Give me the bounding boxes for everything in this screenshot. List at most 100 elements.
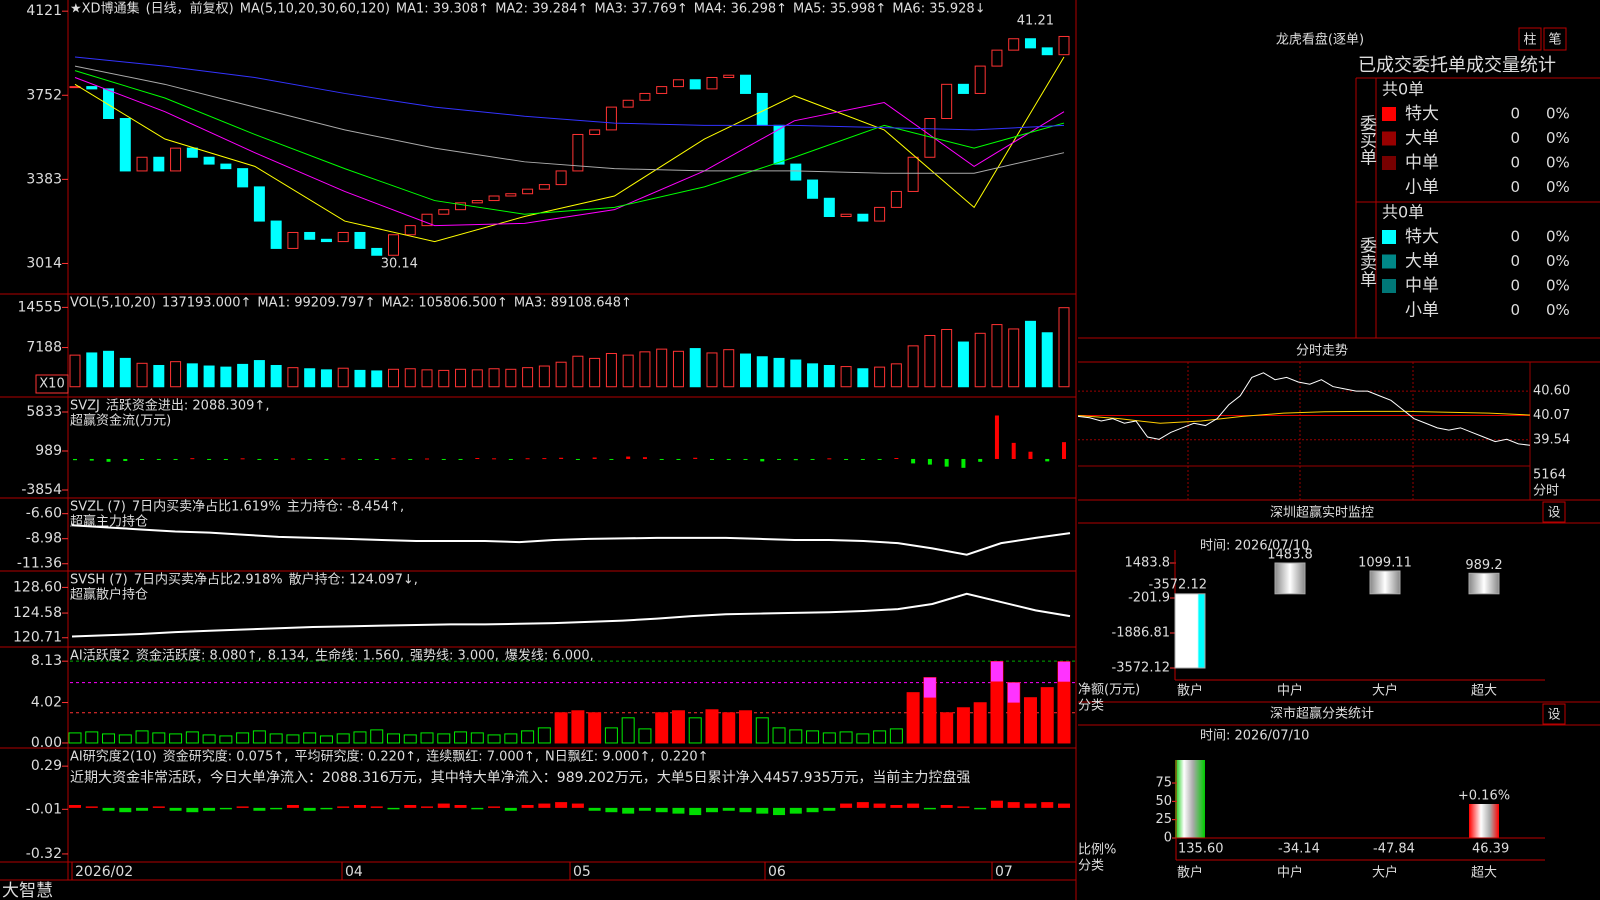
candle	[639, 92, 651, 101]
activity-bar	[688, 717, 702, 744]
button-frame[interactable]	[1543, 27, 1567, 51]
header-text: 连续飘红: 7.000↑,	[426, 749, 539, 765]
volume-bar	[337, 367, 349, 388]
unit-frame	[35, 374, 69, 394]
flow-bar	[458, 458, 463, 460]
candle	[740, 74, 752, 94]
volume-bar	[890, 363, 902, 388]
candle	[170, 147, 182, 172]
category-label: 中户	[1277, 683, 1303, 699]
flow-bar	[274, 458, 279, 460]
y-tick-label: -3854	[21, 482, 62, 498]
header-text: SVZL (7)	[70, 500, 126, 515]
ma-line	[74, 56, 1065, 243]
button[interactable]: 设	[1547, 506, 1560, 521]
research-bar	[957, 806, 970, 808]
header-text: 平均研究度: 0.220↑,	[294, 749, 420, 765]
order-label: 中单	[1405, 153, 1439, 173]
flow-bar	[1011, 442, 1016, 459]
order-pct: 0%	[1546, 252, 1570, 270]
y-tick-label: -8.98	[26, 531, 62, 547]
header-text: AI研究度2(10)	[70, 749, 157, 765]
y-tick-label: 14555	[17, 299, 62, 315]
research-bar	[236, 806, 249, 808]
order-count: 0	[1510, 105, 1520, 123]
volume-bar	[857, 368, 869, 388]
volume-bar	[924, 334, 936, 388]
y-tick-label: 50	[1155, 794, 1172, 809]
header-text: MA3: 37.769↑	[594, 2, 687, 17]
volume-bar	[203, 365, 215, 388]
volume-bar	[304, 368, 316, 388]
header-text: 生命线: 1.560,	[315, 648, 404, 664]
header-text: N日飘红: 9.000↑,	[545, 749, 654, 765]
order-count: 0	[1510, 129, 1520, 147]
bar-value: -47.84	[1373, 842, 1415, 857]
flow-bar	[223, 458, 228, 460]
holding-line	[71, 524, 1071, 556]
activity-bar	[889, 728, 903, 744]
flow-bar	[609, 458, 614, 460]
axis-label: 分类	[1078, 699, 1104, 714]
flow-bar	[1369, 570, 1401, 595]
volume-bar	[86, 352, 98, 388]
volume-bar	[807, 363, 819, 388]
research-bar	[974, 807, 987, 810]
research-bar	[789, 807, 802, 814]
ma-line	[74, 70, 1065, 215]
activity-bar	[604, 727, 618, 744]
unit-label: X10	[39, 377, 64, 392]
volume-bar	[773, 357, 785, 388]
ratio-bar	[1175, 760, 1205, 838]
flow-bar	[89, 458, 94, 461]
x-tick-label: 07	[995, 864, 1013, 880]
header-text: 资金研究度: 0.075↑,	[163, 749, 289, 765]
header-text: 资金活跃度: 8.080↑,	[136, 648, 262, 664]
research-bar	[773, 807, 786, 816]
research-bar	[320, 807, 333, 810]
order-swatch	[1382, 107, 1396, 121]
candle	[320, 238, 332, 243]
button-frame[interactable]	[1518, 27, 1542, 51]
volume-bar	[1041, 332, 1053, 388]
ma-line	[74, 56, 1065, 131]
research-bar	[571, 803, 584, 808]
header-text: 7日内买卖净占比2.918%	[134, 572, 283, 588]
y-tick-label: 40.60	[1533, 384, 1570, 399]
bar-value: -34.14	[1278, 842, 1320, 857]
flow-bar	[156, 458, 161, 460]
research-bar	[404, 805, 417, 808]
burst-cap	[923, 677, 936, 698]
y-tick-label: 1483.8	[1125, 556, 1171, 571]
axis-label: 净额(万元)	[1078, 683, 1140, 698]
volume-bar	[907, 345, 919, 388]
activity-bar	[521, 730, 535, 744]
button-frame[interactable]	[1542, 703, 1566, 725]
candle	[270, 220, 282, 249]
activity-bar	[856, 733, 870, 744]
activity-bar	[454, 731, 468, 744]
button[interactable]: 笔	[1548, 32, 1561, 48]
y-tick-label: 0.29	[31, 758, 62, 774]
activity-bar	[102, 733, 116, 744]
activity-bar	[537, 727, 551, 744]
category-label: 大户	[1372, 865, 1398, 881]
candle	[555, 170, 567, 186]
volume-bar	[186, 363, 198, 388]
research-bar	[722, 807, 735, 811]
candle	[890, 190, 902, 208]
button-frame[interactable]	[1542, 501, 1566, 523]
button[interactable]: 柱	[1523, 33, 1536, 48]
candle	[672, 79, 684, 88]
volume-bar	[740, 353, 752, 388]
research-bar	[555, 802, 568, 808]
flow-bar	[357, 458, 362, 460]
flow-bar	[475, 458, 480, 460]
button[interactable]: 设	[1547, 708, 1560, 723]
volume-bar	[723, 349, 735, 388]
candle	[706, 76, 718, 90]
candle	[287, 231, 299, 249]
candle	[119, 118, 131, 172]
